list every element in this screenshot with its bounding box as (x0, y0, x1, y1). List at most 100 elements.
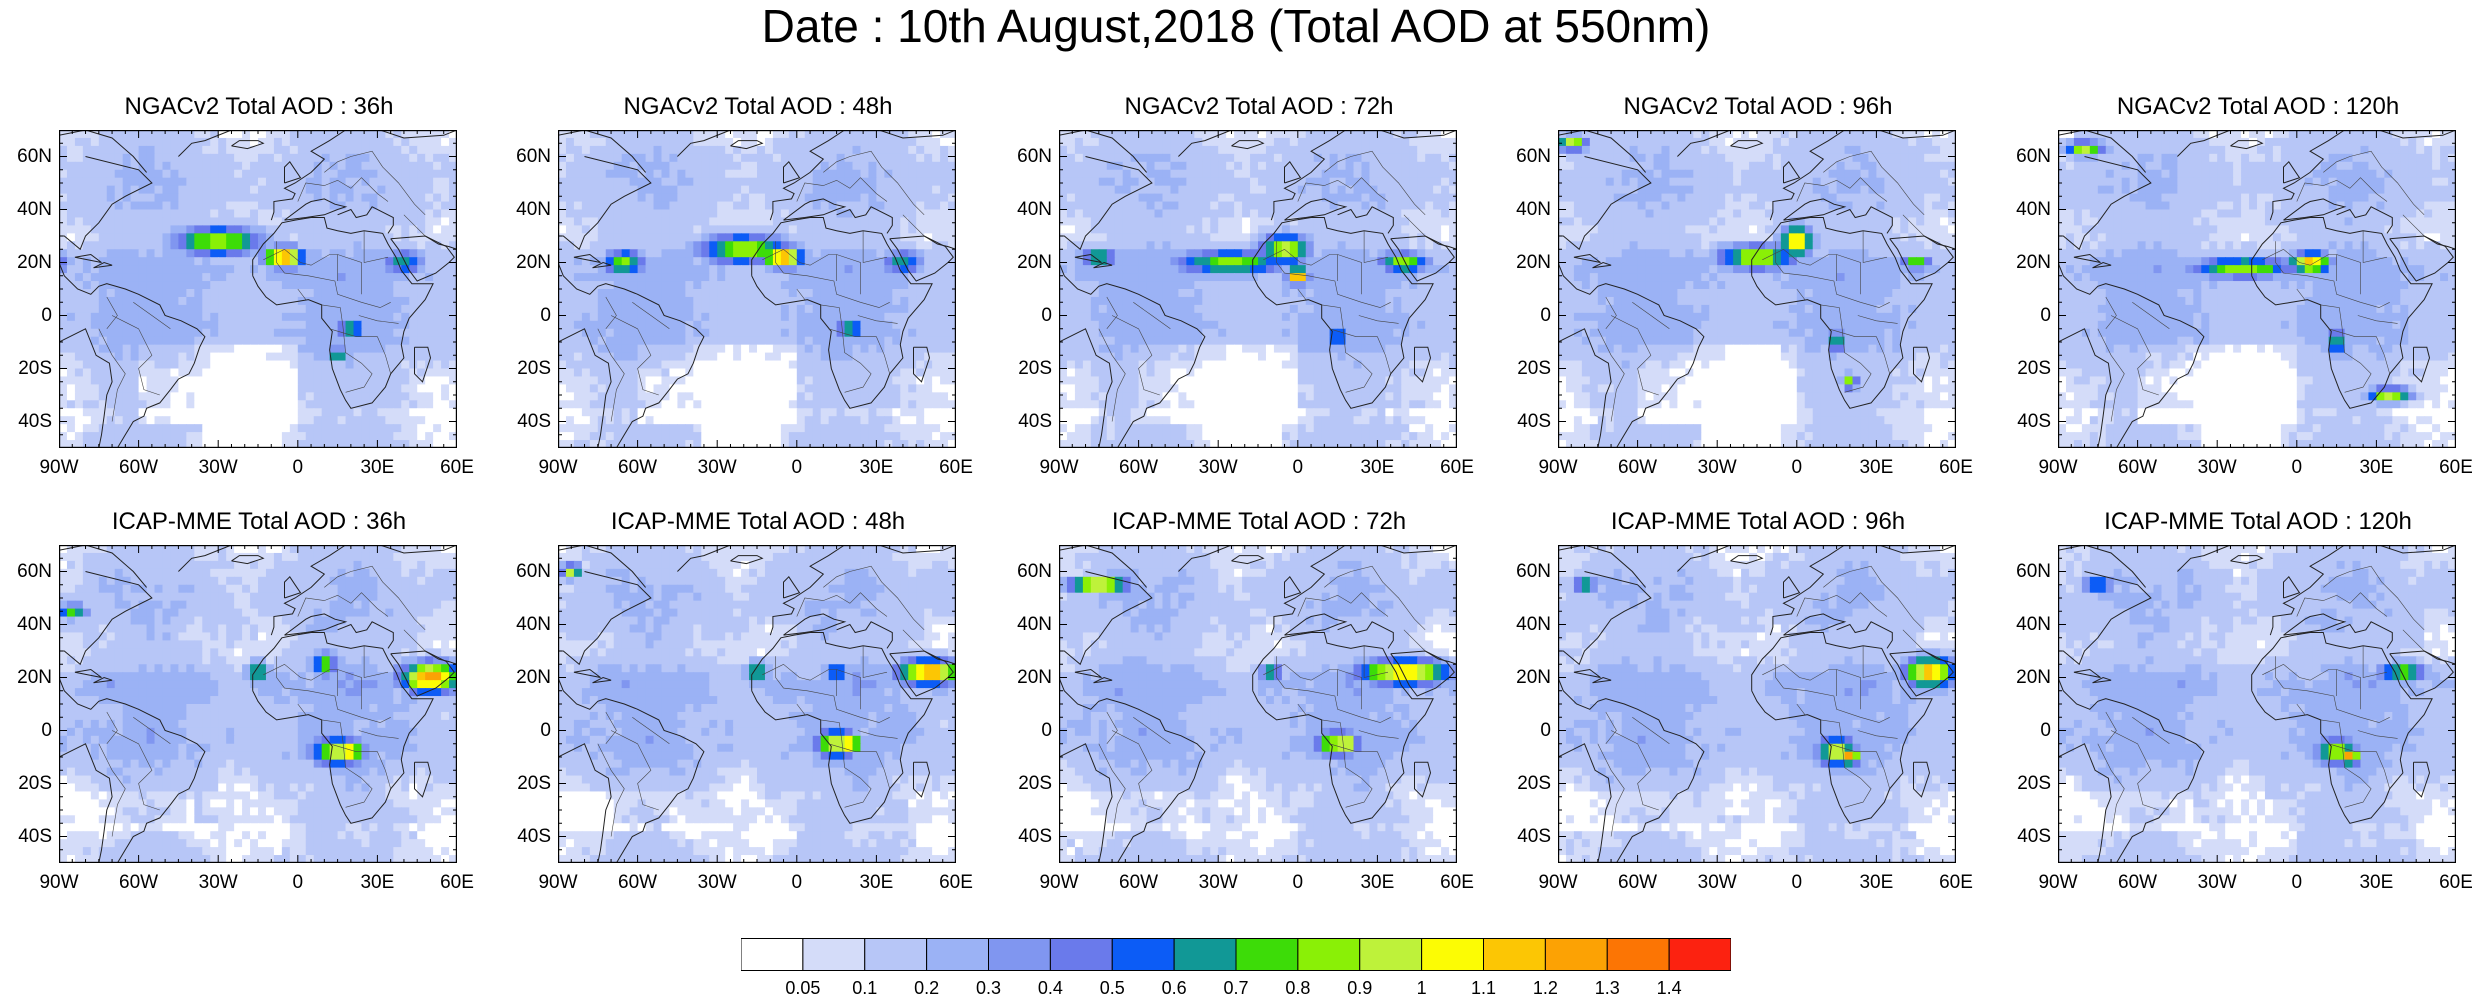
longitude-tick-label: 30W (1183, 458, 1253, 478)
longitude-tick-label: 0 (1762, 873, 1832, 893)
latitude-tick-label: 40S (1491, 827, 1551, 847)
colorbar-swatch (1174, 939, 1236, 971)
latitude-tick-label: 40S (1491, 412, 1551, 432)
longitude-tick-label: 60W (104, 458, 174, 478)
longitude-tick-label: 60W (603, 873, 673, 893)
aod-field (2058, 130, 2456, 448)
panel-title: NGACv2 Total AOD : 36h (59, 93, 459, 121)
colorbar-tick-label: 1 (1392, 978, 1452, 998)
latitude-tick-label: 40N (1491, 615, 1551, 635)
aod-colorbar (741, 938, 1731, 971)
latitude-tick-label: 20S (491, 774, 551, 794)
latitude-tick-label: 40N (992, 615, 1052, 635)
latitude-tick-label: 20N (1991, 253, 2051, 273)
colorbar-tick-label: 1.4 (1639, 978, 1699, 998)
longitude-tick-label: 90W (1523, 873, 1593, 893)
longitude-tick-label: 60E (921, 458, 991, 478)
longitude-tick-label: 60W (2103, 873, 2173, 893)
longitude-tick-label: 90W (2023, 458, 2093, 478)
longitude-tick-label: 60E (1921, 458, 1991, 478)
latitude-tick-label: 0 (491, 306, 551, 326)
aod-map-panel (1558, 130, 1956, 448)
aod-field (1059, 130, 1457, 448)
latitude-tick-label: 40S (1991, 412, 2051, 432)
colorbar-swatch (1050, 939, 1112, 971)
latitude-tick-label: 0 (1991, 306, 2051, 326)
longitude-tick-label: 60W (1104, 873, 1174, 893)
longitude-tick-label: 60W (104, 873, 174, 893)
colorbar-tick-label: 0.3 (959, 978, 1019, 998)
longitude-tick-label: 0 (263, 873, 333, 893)
longitude-tick-label: 60W (603, 458, 673, 478)
latitude-tick-label: 20S (992, 359, 1052, 379)
longitude-tick-label: 90W (523, 458, 593, 478)
latitude-tick-label: 20N (491, 668, 551, 688)
colorbar-swatch (989, 939, 1051, 971)
latitude-tick-label: 20S (491, 359, 551, 379)
latitude-tick-label: 40N (0, 200, 52, 220)
latitude-tick-label: 40S (992, 827, 1052, 847)
aod-map-panel (1059, 130, 1457, 448)
colorbar-tick-label: 1.3 (1577, 978, 1637, 998)
latitude-tick-label: 0 (1491, 306, 1551, 326)
panel-title: ICAP-MME Total AOD : 36h (59, 508, 459, 536)
colorbar-swatch (1298, 939, 1360, 971)
colorbar-tick-label: 0.05 (773, 978, 833, 998)
latitude-tick-label: 20N (491, 253, 551, 273)
longitude-tick-label: 90W (1024, 873, 1094, 893)
aod-map-panel (59, 130, 457, 448)
aod-map-panel (2058, 545, 2456, 863)
longitude-tick-label: 0 (263, 458, 333, 478)
latitude-tick-label: 60N (491, 562, 551, 582)
colorbar-tick-label: 0.7 (1206, 978, 1266, 998)
longitude-tick-label: 30E (342, 458, 412, 478)
colorbar-swatch (927, 939, 989, 971)
colorbar-tick-label: 0.1 (835, 978, 895, 998)
latitude-tick-label: 0 (1991, 721, 2051, 741)
panel-title: NGACv2 Total AOD : 72h (1059, 93, 1459, 121)
longitude-tick-label: 0 (1263, 458, 1333, 478)
aod-map-panel (558, 545, 956, 863)
latitude-tick-label: 20S (1991, 774, 2051, 794)
longitude-tick-label: 60E (2421, 873, 2472, 893)
latitude-tick-label: 40N (1491, 200, 1551, 220)
longitude-tick-label: 60E (422, 458, 492, 478)
figure-title: Date : 10th August,2018 (Total AOD at 55… (0, 0, 2472, 54)
latitude-tick-label: 20N (1491, 668, 1551, 688)
latitude-tick-label: 20S (0, 359, 52, 379)
latitude-tick-label: 40N (491, 615, 551, 635)
panel-title: NGACv2 Total AOD : 120h (2058, 93, 2458, 121)
aod-map-panel (1059, 545, 1457, 863)
colorbar-tick-label: 1.1 (1454, 978, 1514, 998)
aod-field (1059, 545, 1457, 863)
colorbar-tick-label: 0.4 (1020, 978, 1080, 998)
colorbar-swatch (803, 939, 865, 971)
latitude-tick-label: 20N (992, 253, 1052, 273)
longitude-tick-label: 30E (841, 873, 911, 893)
longitude-tick-label: 30W (2182, 873, 2252, 893)
latitude-tick-label: 40S (1991, 827, 2051, 847)
longitude-tick-label: 0 (2262, 458, 2332, 478)
colorbar-swatch (1112, 939, 1174, 971)
longitude-tick-label: 60W (1603, 458, 1673, 478)
latitude-tick-label: 20N (0, 253, 52, 273)
aod-field (1558, 130, 1956, 448)
colorbar-swatch (1545, 939, 1607, 971)
latitude-tick-label: 20S (1491, 359, 1551, 379)
latitude-tick-label: 40S (0, 412, 52, 432)
longitude-tick-label: 90W (24, 458, 94, 478)
latitude-tick-label: 40N (0, 615, 52, 635)
colorbar-swatch (865, 939, 927, 971)
longitude-tick-label: 30W (1183, 873, 1253, 893)
aod-map-panel (1558, 545, 1956, 863)
latitude-tick-label: 0 (0, 306, 52, 326)
longitude-tick-label: 30W (682, 873, 752, 893)
aod-field (1558, 545, 1956, 863)
latitude-tick-label: 60N (0, 562, 52, 582)
longitude-tick-label: 30W (183, 458, 253, 478)
colorbar-swatch (1484, 939, 1546, 971)
latitude-tick-label: 60N (0, 147, 52, 167)
latitude-tick-label: 0 (992, 721, 1052, 741)
aod-field (558, 130, 956, 448)
longitude-tick-label: 30E (342, 873, 412, 893)
